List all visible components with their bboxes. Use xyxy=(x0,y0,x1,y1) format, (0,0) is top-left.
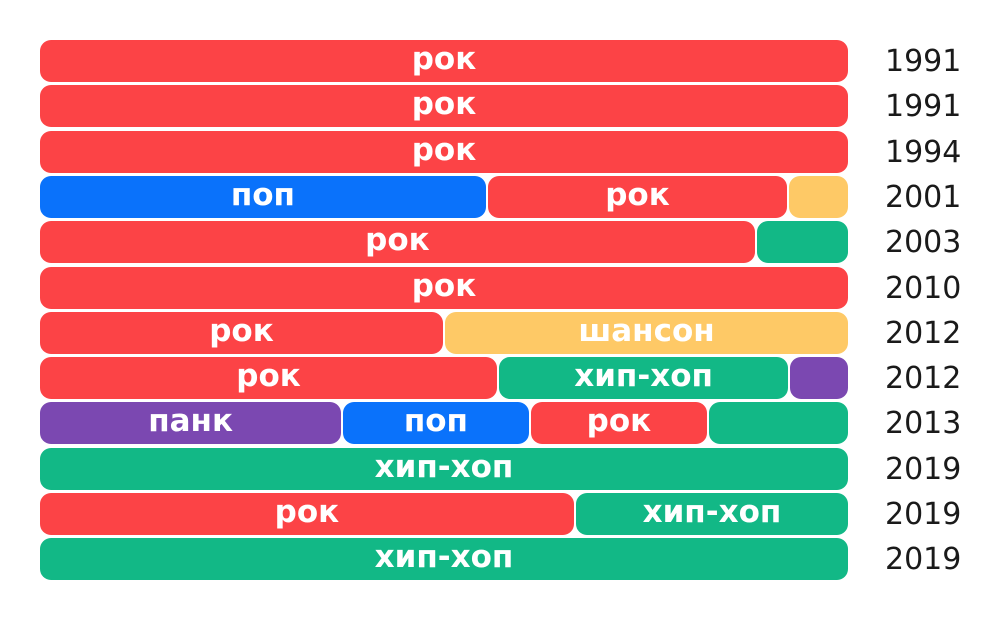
year-label: 2001 xyxy=(885,179,962,215)
chart-row: рок xyxy=(40,131,848,173)
segment-label: рок xyxy=(274,494,340,530)
segment-label: рок xyxy=(209,313,274,349)
bar-segment: хип-хоп xyxy=(40,448,848,490)
bar-segment xyxy=(756,221,848,263)
bar-segment: рок xyxy=(40,312,443,354)
year-label: 2019 xyxy=(885,496,962,532)
bar-segment: рок xyxy=(530,402,708,444)
bar-segment: рок xyxy=(40,221,755,263)
chart-row: поп рок xyxy=(40,176,848,218)
bar-segment: поп xyxy=(40,176,486,218)
chart-row: рок хип-хоп xyxy=(40,357,848,399)
segment-label: рок xyxy=(411,41,477,77)
chart-row: хип-хоп xyxy=(40,538,848,580)
segment-label: рок xyxy=(586,403,652,439)
bar-segment: рок xyxy=(40,267,848,309)
bar-segment: шансон xyxy=(445,312,848,354)
segment-label: хип-хоп xyxy=(574,358,713,394)
segment-label: поп xyxy=(403,403,468,439)
chart-row: панк поп рок xyxy=(40,402,848,444)
bar-segment xyxy=(789,176,848,218)
year-label: 2012 xyxy=(885,360,962,396)
bar-segment: рок xyxy=(40,131,848,173)
bar-segment: рок xyxy=(40,357,498,399)
bar-segment: панк xyxy=(40,402,342,444)
segment-label: рок xyxy=(411,132,477,168)
chart-row: рок xyxy=(40,40,848,82)
chart-row: хип-хоп xyxy=(40,448,848,490)
year-label: 2019 xyxy=(885,451,962,487)
segment-label: хип-хоп xyxy=(374,539,514,575)
bar-segment: хип-хоп xyxy=(575,493,848,535)
segment-label: хип-хоп xyxy=(374,449,514,485)
segment-label: рок xyxy=(605,177,670,213)
chart-row: рок xyxy=(40,85,848,127)
segment-label: хип-хоп xyxy=(642,494,782,530)
year-label: 2010 xyxy=(885,270,962,306)
bar-segment: рок xyxy=(40,85,848,127)
bar-segment: рок xyxy=(40,40,848,82)
segment-label: рок xyxy=(365,222,430,258)
bar-segment: хип-хоп xyxy=(499,357,788,399)
chart-row: рок шансон xyxy=(40,312,848,354)
year-label: 2013 xyxy=(885,405,962,441)
year-label: 2003 xyxy=(885,224,962,260)
year-label: 2012 xyxy=(885,315,962,351)
bar-segment xyxy=(790,357,848,399)
bar-segment: рок xyxy=(40,493,574,535)
year-label: 1991 xyxy=(885,43,962,79)
bar-segment xyxy=(709,402,848,444)
chart-row: рок хип-хоп xyxy=(40,493,848,535)
chart-row: рок xyxy=(40,267,848,309)
segment-label: панк xyxy=(148,403,233,439)
year-label: 1994 xyxy=(885,134,962,170)
segment-label: поп xyxy=(230,177,295,213)
year-label: 1991 xyxy=(885,88,962,124)
bar-segment: поп xyxy=(343,402,529,444)
segment-label: шансон xyxy=(578,313,715,349)
year-label: 2019 xyxy=(885,541,962,577)
segment-label: рок xyxy=(411,268,477,304)
segment-label: рок xyxy=(411,86,477,122)
chart-row: рок xyxy=(40,221,848,263)
bar-segment: рок xyxy=(487,176,788,218)
bar-segment: хип-хоп xyxy=(40,538,848,580)
segment-label: рок xyxy=(236,358,301,394)
